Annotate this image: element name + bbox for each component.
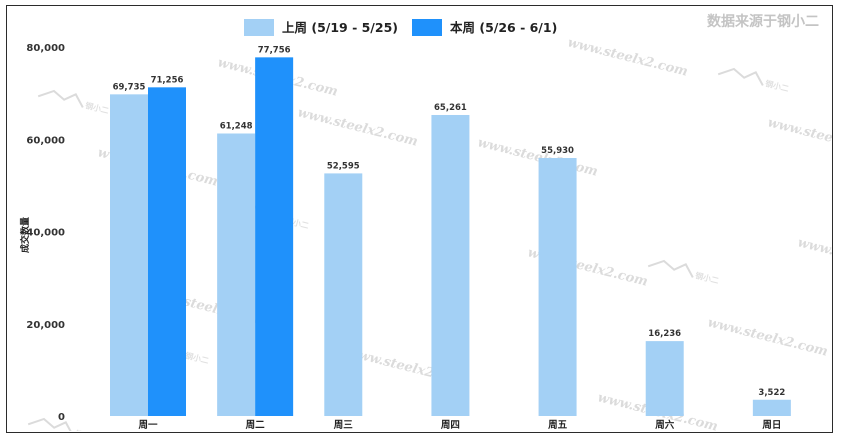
legend-entry: 上周 (5/19 - 5/25) <box>282 20 398 35</box>
svg-text:钢小二: 钢小二 <box>694 270 720 286</box>
data-label: 52,595 <box>327 161 360 171</box>
legend-swatch <box>412 19 442 36</box>
x-tick-label: 周三 <box>334 420 354 431</box>
bar <box>324 173 363 416</box>
watermark-site: www.steelx2.com <box>796 235 832 279</box>
svg-text:钢小二: 钢小二 <box>84 100 110 116</box>
data-label: 77,756 <box>258 45 291 55</box>
data-label: 61,248 <box>220 121 253 131</box>
data-label: 3,522 <box>758 388 785 398</box>
bar <box>255 57 294 416</box>
svg-text:钢小二: 钢小二 <box>764 78 790 94</box>
watermark-logo: 钢小二 <box>647 259 720 286</box>
svg-text:钢小二: 钢小二 <box>184 350 210 366</box>
x-axis: 周一 周二 周三 周四 周五 周六 周日 <box>138 419 781 431</box>
brand-watermark: 数据来源于钢小二 <box>707 13 819 30</box>
data-label: 69,735 <box>113 82 146 92</box>
legend: 上周 (5/19 - 5/25) 本周 (5/26 - 6/1) <box>244 19 557 36</box>
legend-entry: 本周 (5/26 - 6/1) <box>450 20 557 35</box>
bar <box>538 158 577 416</box>
y-tick-label: 20,000 <box>26 320 65 331</box>
svg-text:钢小二: 钢小二 <box>74 428 100 431</box>
x-tick-label: 周二 <box>246 420 266 431</box>
x-tick-label: 周五 <box>548 420 568 431</box>
data-label: 65,261 <box>434 103 467 113</box>
watermark-site: www.steelx2.com <box>296 105 419 149</box>
y-tick-label: 40,000 <box>26 228 65 239</box>
bar <box>431 114 470 416</box>
y-tick-label: 0 <box>58 412 65 423</box>
y-tick-label: 80,000 <box>26 43 65 54</box>
bar <box>110 94 148 416</box>
bar-chart: www.steelx2.com www.steelx2.com www.steelx… <box>19 13 832 431</box>
x-tick-label: 周一 <box>138 420 158 431</box>
x-tick-label: 周日 <box>762 420 781 431</box>
watermark-site: www.steelx2.com <box>766 115 832 159</box>
y-axis: 0 20,000 40,000 60,000 80,000 <box>26 43 65 423</box>
x-tick-label: 周六 <box>655 419 675 431</box>
y-axis-title: 成交数量 <box>19 217 31 253</box>
legend-swatch <box>244 19 274 36</box>
bars <box>110 57 791 417</box>
bar <box>645 341 684 416</box>
data-labels: 69,735 71,256 61,248 77,756 52,595 65,261 55,9… <box>113 45 786 397</box>
y-tick-label: 60,000 <box>26 135 65 146</box>
bar <box>148 87 186 417</box>
x-tick-label: 周四 <box>441 420 460 431</box>
data-label: 71,256 <box>151 75 184 85</box>
data-label: 16,236 <box>648 329 681 339</box>
watermark-logo: 钢小二 <box>37 89 110 116</box>
chart-frame: www.steelx2.com www.steelx2.com www.steelx… <box>6 5 833 433</box>
watermark-site: www.steelx2.com <box>706 315 829 359</box>
watermark-site: www.steelx2.com <box>476 135 599 179</box>
watermark-logo: 钢小二 <box>717 67 790 94</box>
watermark-site: www.steelx2.com <box>566 35 689 79</box>
data-label: 55,930 <box>541 146 574 156</box>
bar <box>752 399 791 416</box>
bar <box>217 133 256 416</box>
